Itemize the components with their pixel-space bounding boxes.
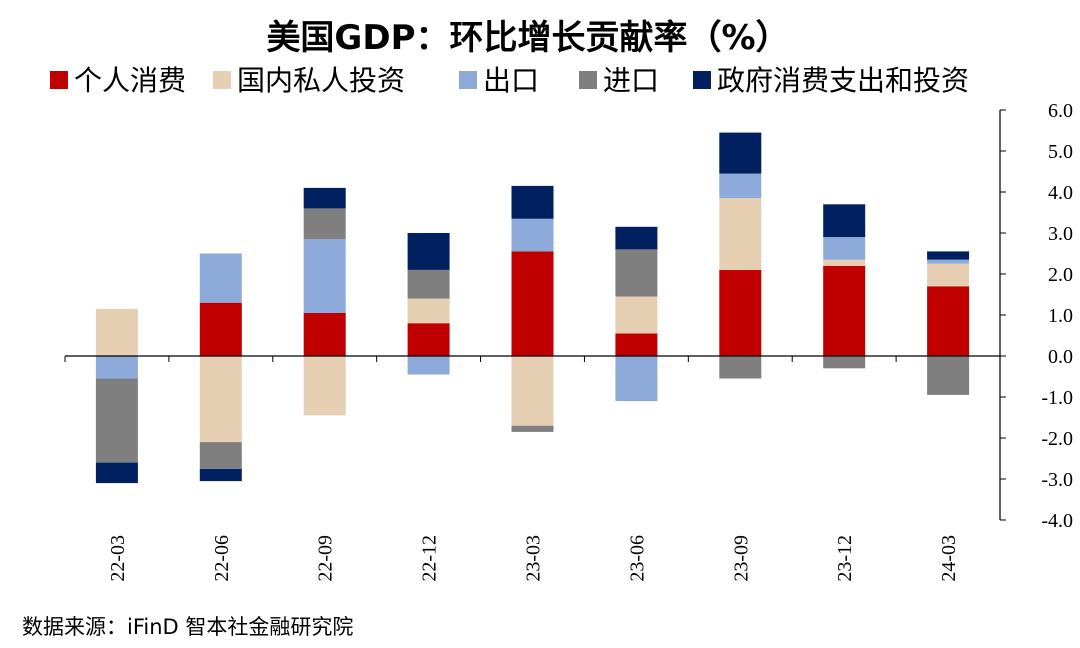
legend: 个人消费 国内私人投资 出口 进口 政府消费支出和投资 — [50, 64, 969, 97]
y-tick-label-7: -1.0 — [1041, 387, 1073, 409]
legend-swatch-1 — [50, 71, 68, 89]
bar-24-03-series-4 — [927, 356, 970, 395]
x-tick-label-22-06: 22-06 — [211, 535, 233, 582]
bar-22-12-series-5 — [407, 233, 450, 270]
bar-23-12-series-4 — [823, 356, 866, 369]
y-tick-label-9: -3.0 — [1041, 469, 1073, 491]
bar-23-12-series-3 — [823, 237, 866, 260]
bar-22-09-series-3 — [303, 239, 346, 313]
legend-label-2: 国内私人投资 — [237, 64, 405, 97]
bar-22-06-series-2 — [199, 356, 242, 443]
y-tick-label-10: -4.0 — [1041, 510, 1073, 532]
bar-22-09-series-4 — [303, 208, 346, 240]
legend-label-4: 进口 — [603, 64, 659, 97]
legend-swatch-3 — [459, 71, 477, 89]
bar-24-03-series-3 — [927, 259, 970, 264]
source-note: 数据来源：iFinD 智本社金融研究院 — [22, 615, 353, 639]
bar-23-06-series-5 — [615, 226, 658, 250]
bar-24-03-series-1 — [927, 286, 970, 356]
bar-23-03-series-4 — [511, 425, 554, 432]
bar-22-03-series-4 — [95, 378, 138, 463]
legend-swatch-2 — [213, 71, 231, 89]
bar-22-06-series-4 — [199, 442, 242, 469]
chart-title: 美国GDP：环比增长贡献率（%） — [266, 18, 789, 58]
x-tick-label-23-12: 23-12 — [834, 535, 856, 582]
y-tick-label-3: 3.0 — [1048, 223, 1073, 245]
x-tick-label-22-03: 22-03 — [107, 535, 129, 582]
bar-22-06-series-5 — [199, 468, 242, 482]
bar-23-12-series-2 — [823, 259, 866, 266]
bar-22-09-series-1 — [303, 312, 346, 356]
bar-22-03-series-2 — [95, 308, 138, 356]
bar-23-12-series-1 — [823, 265, 866, 356]
bar-22-03-series-5 — [95, 462, 138, 484]
x-tick-label-22-12: 22-12 — [419, 535, 441, 582]
legend-label-1: 个人消费 — [74, 64, 186, 97]
legend-label-5: 政府消费支出和投资 — [717, 64, 969, 97]
bar-24-03-series-2 — [927, 263, 970, 287]
x-tick-label-24-03: 24-03 — [938, 535, 960, 582]
bar-23-12-series-5 — [823, 204, 866, 238]
bar-23-03-series-5 — [511, 185, 554, 219]
bar-22-06-series-3 — [199, 253, 242, 303]
x-tick-label-23-06: 23-06 — [626, 535, 648, 582]
bar-23-09-series-4 — [719, 356, 762, 379]
y-tick-label-2: 4.0 — [1048, 182, 1073, 204]
legend-swatch-4 — [579, 71, 597, 89]
legend-swatch-5 — [693, 71, 711, 89]
bar-23-09-series-2 — [719, 198, 762, 270]
y-tick-label-6: 0.0 — [1048, 346, 1073, 368]
bar-22-09-series-2 — [303, 356, 346, 416]
y-tick-label-0: 6.0 — [1048, 100, 1073, 122]
bars — [95, 132, 970, 484]
bar-22-12-series-1 — [407, 323, 450, 356]
bar-23-03-series-2 — [511, 356, 554, 426]
bar-22-09-series-5 — [303, 187, 346, 209]
bar-23-06-series-4 — [615, 249, 658, 297]
y-tick-label-1: 5.0 — [1048, 141, 1073, 163]
y-tick-label-8: -2.0 — [1041, 428, 1073, 450]
y-tick-label-4: 2.0 — [1048, 264, 1073, 286]
x-tick-label-23-03: 23-03 — [523, 535, 545, 582]
bar-23-03-series-3 — [511, 218, 554, 252]
bar-23-06-series-3 — [615, 356, 658, 402]
bar-23-09-series-3 — [719, 173, 762, 199]
bar-23-09-series-5 — [719, 132, 762, 174]
y-tick-label-5: 1.0 — [1048, 305, 1073, 327]
bar-22-12-series-3 — [407, 356, 450, 375]
bar-23-06-series-2 — [615, 296, 658, 334]
bar-22-06-series-1 — [199, 302, 242, 356]
bar-22-12-series-2 — [407, 298, 450, 324]
bar-23-03-series-1 — [511, 251, 554, 356]
bar-24-03-series-5 — [927, 251, 970, 260]
x-tick-label-23-09: 23-09 — [730, 535, 752, 582]
bar-22-03-series-3 — [95, 356, 138, 379]
x-tick-label-22-09: 22-09 — [315, 535, 337, 582]
axes: 22-03 22-06 22-09 22-12 23-03 23-06 23-09 23-12… — [64, 100, 1073, 582]
bar-23-06-series-1 — [615, 333, 658, 356]
legend-label-3: 出口 — [483, 64, 539, 97]
bar-23-09-series-1 — [719, 269, 762, 356]
bar-22-12-series-4 — [407, 269, 450, 299]
